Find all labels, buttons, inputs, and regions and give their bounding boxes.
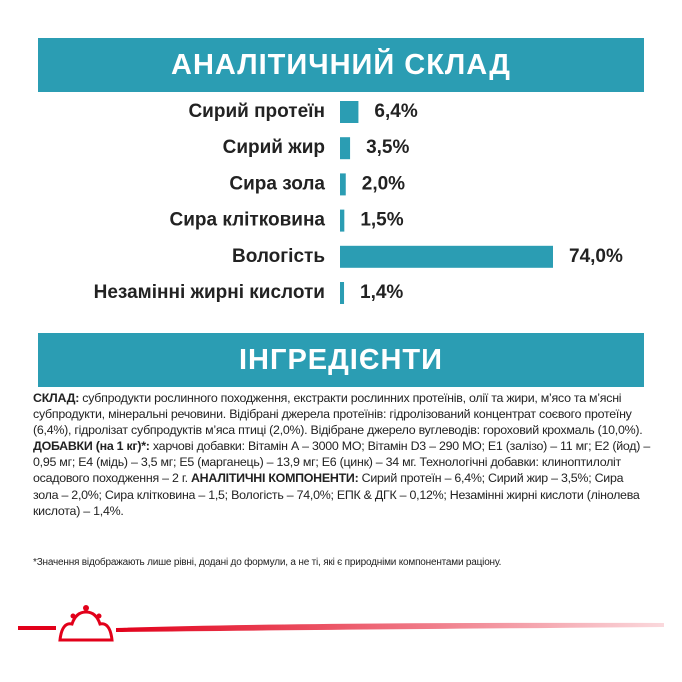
- value-label: 3,5%: [366, 137, 409, 158]
- bar: [340, 209, 345, 232]
- category-label: Сира клітковина: [169, 210, 325, 231]
- value-label: 1,4%: [360, 282, 403, 303]
- bar: [340, 173, 346, 196]
- logo: [18, 605, 664, 642]
- value-label: 2,0%: [362, 173, 405, 194]
- section-label: СКЛАД:: [33, 391, 80, 405]
- footnote: *Значення відображають лише рівні, додан…: [33, 557, 502, 568]
- section-title: ІНГРЕДІЄНТИ: [38, 333, 644, 387]
- category-label: Сира зола: [229, 173, 325, 194]
- value-label: 74,0%: [569, 246, 623, 267]
- logo-dot: [70, 613, 76, 619]
- section-text: субпродукти рослинного походження, екстр…: [33, 391, 643, 438]
- bar: [340, 282, 345, 304]
- bar: [340, 101, 359, 123]
- logo-line: [18, 626, 56, 630]
- category-label: Вологість: [232, 246, 325, 267]
- logo-dot: [83, 605, 89, 611]
- ingredients-text: СКЛАД: субпродукти рослинного походження…: [33, 390, 651, 519]
- chart-title: АНАЛІТИЧНИЙ СКЛАД: [38, 38, 644, 92]
- value-label: 1,5%: [360, 210, 403, 231]
- section-text: харчові добавки: Вітамін А – 3000 МО; Ві…: [33, 439, 650, 486]
- category-label: Незамінні жирні кислоти: [94, 282, 325, 303]
- bar: [340, 245, 553, 268]
- logo-crown: [58, 610, 114, 642]
- section-label: АНАЛІТИЧНІ КОМПОНЕНТИ:: [190, 471, 359, 486]
- value-label: 6,4%: [374, 101, 417, 122]
- logo-line: [116, 622, 664, 632]
- category-label: Сирий жир: [223, 137, 325, 158]
- bar: [340, 137, 351, 160]
- logo-dot: [96, 613, 102, 619]
- category-label: Сирий протеїн: [188, 101, 325, 122]
- section-text: Сирий протеїн – 6,4%; Сирий жир – 3,5%; …: [33, 471, 640, 518]
- section-label: ДОБАВКИ (на 1 кг)*:: [33, 439, 150, 454]
